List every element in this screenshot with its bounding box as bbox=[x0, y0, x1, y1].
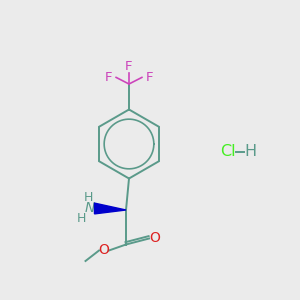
Text: N: N bbox=[84, 202, 94, 215]
Text: O: O bbox=[149, 232, 160, 245]
Text: H: H bbox=[83, 191, 93, 205]
Text: H: H bbox=[77, 212, 86, 226]
Text: Cl: Cl bbox=[220, 144, 236, 159]
Text: F: F bbox=[105, 71, 112, 84]
Polygon shape bbox=[94, 203, 126, 214]
Text: F: F bbox=[125, 60, 133, 73]
Text: H: H bbox=[244, 144, 256, 159]
Text: F: F bbox=[146, 71, 153, 84]
Text: O: O bbox=[98, 244, 109, 257]
